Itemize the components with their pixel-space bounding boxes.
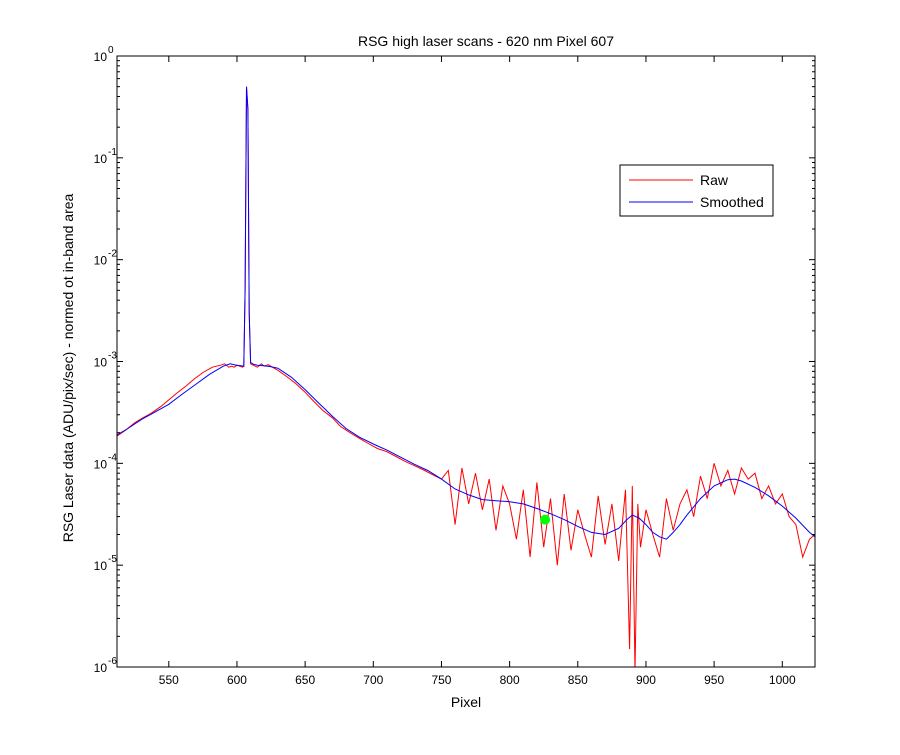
x-tick-label: 950	[704, 673, 724, 687]
y-tick-label: 10	[94, 559, 108, 573]
y-tick-exponent: 0	[108, 45, 114, 56]
y-tick-exponent: -6	[108, 656, 117, 667]
x-tick-label: 600	[227, 673, 247, 687]
legend-box	[619, 164, 774, 217]
y-tick-exponent: -1	[108, 147, 117, 158]
y-tick-label: 10	[94, 356, 108, 370]
y-tick-exponent: -2	[108, 249, 117, 260]
y-tick-exponent: -5	[108, 554, 117, 565]
y-tick-label: 10	[94, 254, 108, 268]
x-tick-label: 1000	[769, 673, 796, 687]
series-layer	[117, 86, 815, 667]
y-tick-label: 10	[94, 152, 108, 166]
y-axis-label: RSG Laser data (ADU/pix/sec) - normed ot…	[60, 193, 76, 542]
x-tick-label: 700	[363, 673, 383, 687]
legend-label-smoothed: Smoothed	[700, 194, 764, 210]
series-line-raw	[117, 86, 815, 667]
x-tick-label: 650	[295, 673, 315, 687]
y-tick-exponent: -4	[108, 452, 117, 463]
series-line-smoothed	[117, 86, 815, 540]
x-tick-label: 800	[500, 673, 520, 687]
highlight-marker	[540, 514, 551, 525]
chart-title: RSG high laser scans - 620 nm Pixel 607	[358, 33, 614, 49]
y-tick-label: 10	[94, 661, 108, 675]
y-tick-label: 10	[94, 50, 108, 64]
y-tick-label: 10	[94, 457, 108, 471]
legend-label-raw: Raw	[700, 172, 729, 188]
x-axis-label: Pixel	[451, 694, 481, 710]
legend: Raw Smoothed	[619, 164, 774, 217]
x-tick-label: 750	[431, 673, 451, 687]
x-tick-label: 900	[636, 673, 656, 687]
x-tick-label: 550	[159, 673, 179, 687]
y-tick-exponent: -3	[108, 351, 117, 362]
x-tick-label: 850	[568, 673, 588, 687]
